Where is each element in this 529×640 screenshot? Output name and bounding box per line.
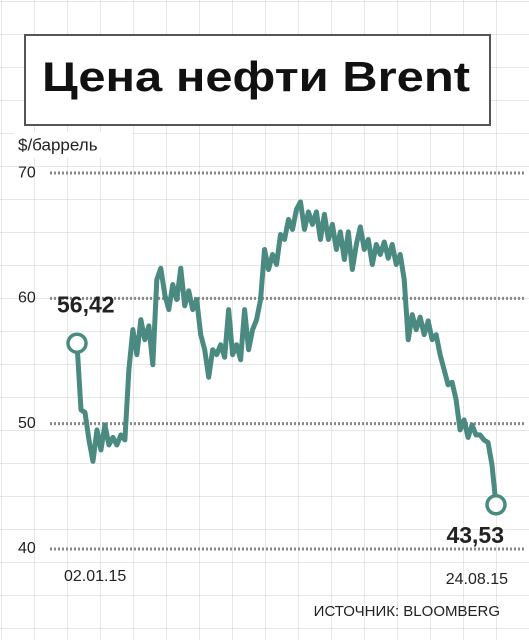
- y-tick-label: 40: [18, 540, 36, 557]
- price-line: [74, 199, 499, 508]
- x-tick-label: 24.08.15: [446, 571, 508, 588]
- y-axis-label: $/баррель: [18, 135, 98, 154]
- chart-title: Цена нефти Brent: [42, 53, 470, 100]
- title-box: [24, 34, 491, 126]
- y-tick-label: 50: [18, 415, 36, 432]
- y-tick-label: 60: [18, 290, 36, 307]
- x-tick-label: 02.01.15: [64, 568, 126, 585]
- value-label: 56,42: [57, 291, 115, 317]
- y-tick-label: 70: [18, 164, 36, 181]
- y-label-bg: [14, 132, 132, 158]
- point-marker: [485, 493, 507, 516]
- source: ИСТОЧНИК: BLOOMBERG: [314, 603, 500, 620]
- point-marker: [66, 332, 88, 354]
- value-label: 43,53: [446, 522, 504, 548]
